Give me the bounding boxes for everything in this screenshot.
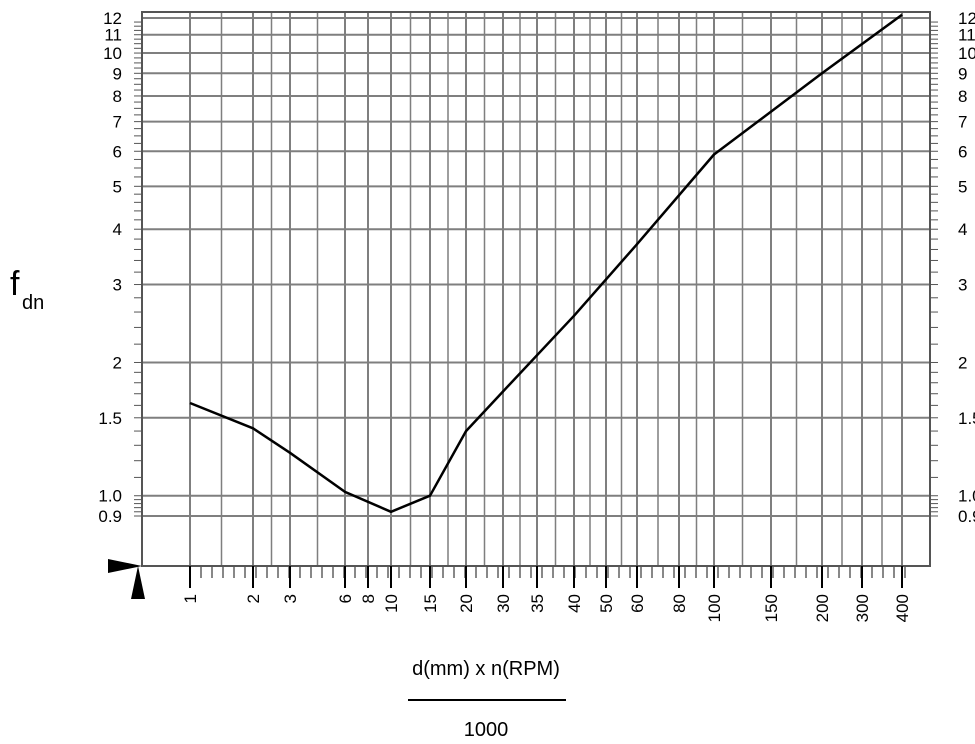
x-tick-label: 20 — [457, 594, 476, 613]
x-tick-label: 8 — [359, 594, 378, 603]
x-tick-label: 60 — [628, 594, 647, 613]
y-tick-label-left: 12 — [103, 9, 122, 28]
x-tick-label: 200 — [813, 594, 832, 622]
x-tick-label: 80 — [670, 594, 689, 613]
x-axis-label-numerator: d(mm) x n(RPM) — [412, 658, 560, 680]
x-tick-label: 2 — [244, 594, 263, 603]
y-tick-label-left: 5 — [113, 177, 122, 196]
x-tick-label: 400 — [893, 594, 912, 622]
y-tick-label-right: 10 — [958, 44, 975, 63]
y-tick-label-right: 8 — [958, 87, 967, 106]
y-tick-label-left: 0.9 — [98, 507, 122, 526]
y-tick-label-left: 3 — [113, 276, 122, 295]
series-line — [189, 13, 903, 514]
series — [189, 13, 903, 514]
y-tick-label-left: 8 — [113, 87, 122, 106]
y-tick-label-right: 3 — [958, 276, 967, 295]
y-tick-label-right: 6 — [958, 142, 967, 161]
x-tick-label: 30 — [494, 594, 513, 613]
x-tick-label: 1 — [181, 594, 200, 603]
x-tick-label: 15 — [421, 594, 440, 613]
y-axis-label-subscript: dn — [22, 292, 44, 314]
tick-labels: 0.90.91.01.01.51.52233445566778899101011… — [98, 9, 975, 622]
grid — [142, 12, 930, 566]
x-tick-label: 100 — [705, 594, 724, 622]
x-tick-label: 10 — [382, 594, 401, 613]
y-tick-label-right: 5 — [958, 177, 967, 196]
y-tick-label-right: 2 — [958, 353, 967, 372]
y-tick-label-left: 2 — [113, 353, 122, 372]
y-tick-label-right: 7 — [958, 113, 967, 132]
y-tick-label-right: 9 — [958, 64, 967, 83]
y-tick-label-left: 6 — [113, 142, 122, 161]
right-arrow-marker — [108, 559, 142, 573]
x-tick-label: 150 — [762, 594, 781, 622]
origin-markers — [108, 559, 145, 599]
y-tick-label-right: 12 — [958, 9, 975, 28]
y-tick-label-left: 10 — [103, 44, 122, 63]
y-axis-label-main: f — [10, 265, 20, 303]
y-tick-label-left: 1.5 — [98, 409, 122, 428]
y-tick-label-left: 1.0 — [98, 487, 122, 506]
x-axis-label-denominator: 1000 — [464, 719, 509, 741]
x-tick-label: 40 — [565, 594, 584, 613]
y-tick-label-right: 1.5 — [958, 409, 975, 428]
y-tick-label-right: 1.0 — [958, 487, 975, 506]
y-tick-label-right: 11 — [958, 26, 975, 45]
up-arrow-marker — [131, 566, 145, 599]
y-tick-label-left: 4 — [113, 220, 122, 239]
y-tick-label-left: 9 — [113, 64, 122, 83]
y-tick-label-right: 4 — [958, 220, 967, 239]
axes — [134, 11, 938, 588]
x-tick-label: 300 — [853, 594, 872, 622]
y-axis-label: f dn — [10, 265, 44, 314]
y-tick-label-left: 7 — [113, 113, 122, 132]
x-tick-label: 35 — [528, 594, 547, 613]
x-tick-label: 3 — [281, 594, 300, 603]
x-tick-label: 6 — [336, 594, 355, 603]
y-tick-label-right: 0.9 — [958, 507, 975, 526]
x-tick-label: 50 — [597, 594, 616, 613]
y-tick-label-left: 11 — [104, 26, 122, 45]
x-axis-label: d(mm) x n(RPM) 1000 — [408, 658, 566, 741]
